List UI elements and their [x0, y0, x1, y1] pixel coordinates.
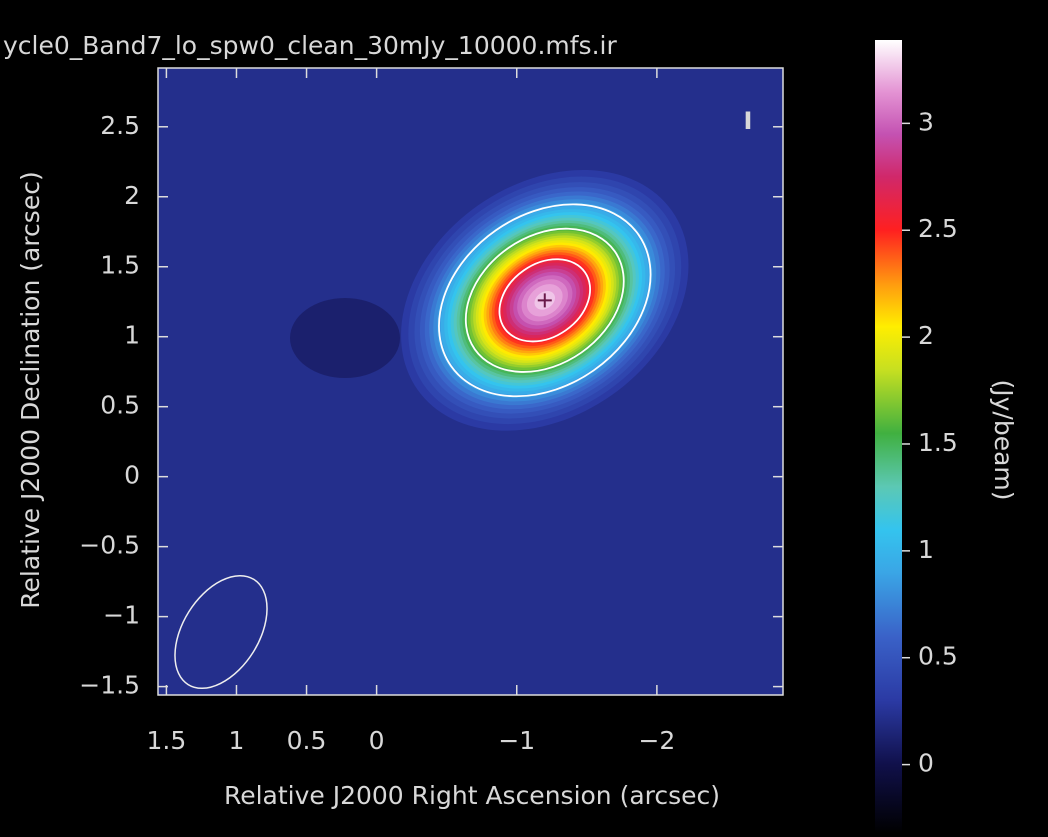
colorbar-tick-label: 2.5 — [918, 214, 958, 243]
y-tick-label: −1 — [103, 601, 140, 630]
colorbar-tick-label: 2 — [918, 321, 934, 350]
colorbar-tick-label: 1.5 — [918, 428, 958, 457]
y-tick-label: −1.5 — [79, 671, 140, 700]
y-axis-label: Relative J2000 Declination (arcsec) — [16, 171, 45, 608]
x-tick-label: −2 — [638, 726, 675, 755]
colorbar-label: (Jy/beam) — [989, 379, 1018, 500]
colorbar-tick-label: 3 — [918, 107, 934, 136]
y-tick-label: 0.5 — [100, 391, 140, 420]
x-tick-label: 1.5 — [147, 726, 187, 755]
y-tick-label: 1.5 — [100, 251, 140, 280]
x-tick-label: 1 — [229, 726, 245, 755]
x-tick-label: −1 — [498, 726, 535, 755]
x-tick-label: 0.5 — [287, 726, 327, 755]
image — [158, 68, 783, 695]
faint-dip — [290, 298, 400, 378]
y-tick-label: 1 — [124, 321, 140, 350]
colorbar — [875, 40, 902, 833]
colorbar-tick-label: 1 — [918, 535, 934, 564]
y-tick-label: 0 — [124, 461, 140, 490]
colorbar-tick-label: 0 — [918, 749, 934, 778]
y-tick-label: 2.5 — [100, 111, 140, 140]
y-tick-label: 2 — [124, 181, 140, 210]
stokes-label: I — [744, 107, 753, 135]
x-tick-label: 0 — [369, 726, 385, 755]
x-axis-label: Relative J2000 Right Ascension (arcsec) — [224, 781, 720, 810]
chart-title: ycle0_Band7_lo_spw0_clean_30mJy_10000.mf… — [3, 31, 617, 60]
y-tick-label: −0.5 — [79, 531, 140, 560]
colorbar-tick-label: 0.5 — [918, 642, 958, 671]
chart: ycle0_Band7_lo_spw0_clean_30mJy_10000.mf… — [0, 0, 1048, 837]
